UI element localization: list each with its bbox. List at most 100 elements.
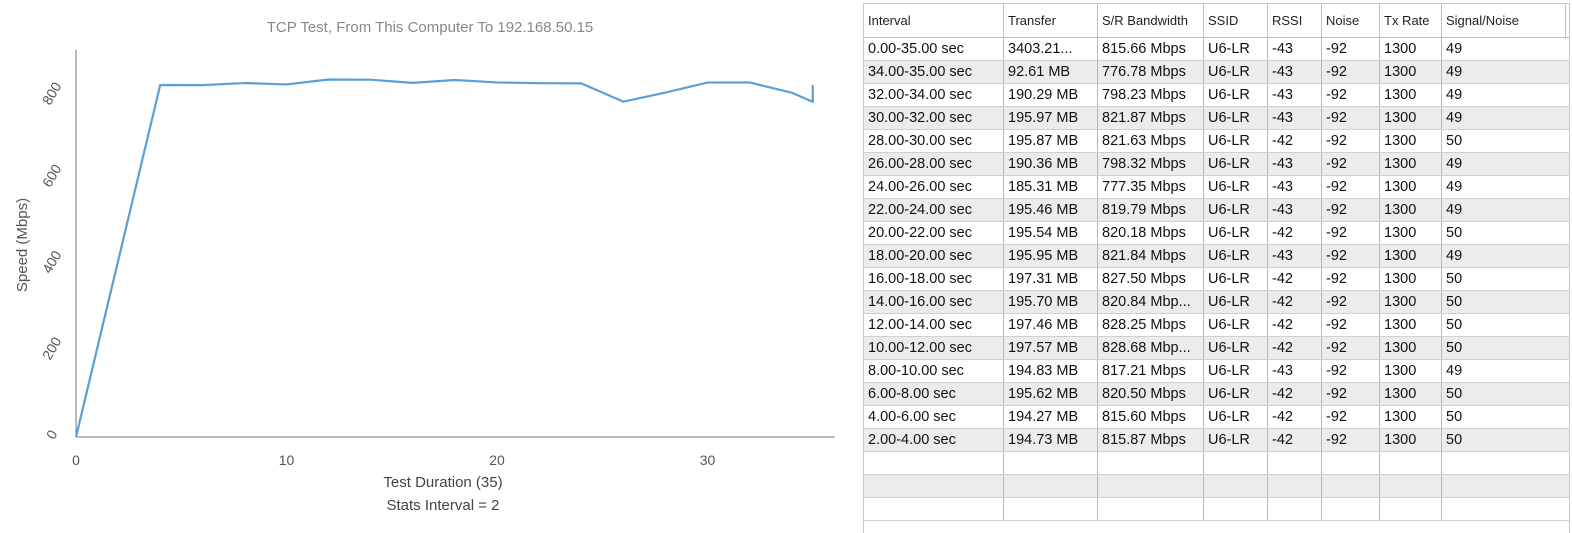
table-row[interactable]: 12.00-14.00 sec 197.46 MB 828.25 Mbps U6-LR… [864, 314, 1569, 337]
table-cell: -92 [1322, 383, 1380, 405]
table-cell: U6-LR [1204, 337, 1268, 359]
table-cell: 50 [1446, 225, 1463, 241]
x-tick-label: 10 [279, 452, 295, 468]
table-cell: 6.00-8.00 sec [864, 383, 1004, 405]
table-cell [1204, 452, 1268, 474]
table-row[interactable]: 4.00-6.00 sec 194.27 MB 815.60 Mbps U6-LR -4… [864, 406, 1569, 429]
column-header[interactable]: S/R Bandwidth [1098, 4, 1204, 37]
table-cell [1322, 498, 1380, 520]
table-cell [1268, 498, 1322, 520]
x-tick-label: 30 [700, 452, 716, 468]
table-cell: U6-LR [1204, 199, 1268, 221]
column-header[interactable]: Noise [1322, 4, 1380, 37]
table-row[interactable]: 14.00-16.00 sec 195.70 MB 820.84 Mbp... U6-… [864, 291, 1569, 314]
table-cell: -92 [1322, 245, 1380, 267]
table-cell: 8.00-10.00 sec [864, 360, 1004, 382]
table-cell: -42 [1268, 130, 1322, 152]
table-cell: 821.87 Mbps [1098, 107, 1204, 129]
table-cell: -92 [1322, 291, 1380, 313]
column-header[interactable]: Signal/Noise [1442, 4, 1566, 37]
table-cell: 828.68 Mbp... [1098, 337, 1204, 359]
table-cell: 16.00-18.00 sec [864, 268, 1004, 290]
table-cell: 1300 [1380, 406, 1442, 428]
table-cell: 50 [1446, 432, 1463, 448]
table-cell: 18.00-20.00 sec [864, 245, 1004, 267]
table-cell [1442, 452, 1566, 474]
table-cell: 815.66 Mbps [1098, 38, 1204, 60]
table-row[interactable]: 24.00-26.00 sec 185.31 MB 777.35 Mbps U6-LR… [864, 176, 1569, 199]
table-cell [1004, 475, 1098, 497]
table-cell: 815.87 Mbps [1098, 429, 1204, 451]
column-header[interactable]: Transfer [1004, 4, 1098, 37]
table-cell: 819.79 Mbps [1098, 199, 1204, 221]
table-cell [1380, 475, 1442, 497]
table-cell: U6-LR [1204, 176, 1268, 198]
table-cell: 1300 [1380, 176, 1442, 198]
table-cell [1380, 452, 1442, 474]
table-cell: 185.31 MB [1004, 176, 1098, 198]
column-header[interactable]: SSID [1204, 4, 1268, 37]
table-row[interactable]: 18.00-20.00 sec 195.95 MB 821.84 Mbps U6-LR… [864, 245, 1569, 268]
table-cell: 2.00-4.00 sec [864, 429, 1004, 451]
table-cell: 50 [1446, 409, 1463, 425]
table-cell: 50 [1446, 386, 1463, 402]
table-cell: U6-LR [1204, 245, 1268, 267]
table-row[interactable]: 2.00-4.00 sec 194.73 MB 815.87 Mbps U6-LR -4… [864, 429, 1569, 452]
table-row[interactable]: 10.00-12.00 sec 197.57 MB 828.68 Mbp... U6-… [864, 337, 1569, 360]
column-header[interactable]: Tx Rate [1380, 4, 1442, 37]
table-row[interactable]: 32.00-34.00 sec 190.29 MB 798.23 Mbps U6-LR… [864, 84, 1569, 107]
table-cell: 1300 [1380, 61, 1442, 83]
table-cell: 12.00-14.00 sec [864, 314, 1004, 336]
table-cell: -92 [1322, 199, 1380, 221]
y-tick-label: 400 [39, 248, 65, 276]
table-cell: -92 [1322, 107, 1380, 129]
empty-row [864, 498, 1569, 521]
table-cell: U6-LR [1204, 291, 1268, 313]
table-cell: 49 [1446, 156, 1463, 172]
table-cell [1268, 452, 1322, 474]
table-row[interactable]: 20.00-22.00 sec 195.54 MB 820.18 Mbps U6-LR… [864, 222, 1569, 245]
table-cell: 1300 [1380, 84, 1442, 106]
table-cell [1098, 498, 1204, 520]
y-tick-label: 200 [39, 334, 65, 362]
column-header[interactable]: RSSI [1268, 4, 1322, 37]
column-header[interactable]: Interval [864, 4, 1004, 37]
table-cell: 194.73 MB [1004, 429, 1098, 451]
table-cell: 49 [1446, 363, 1463, 379]
y-axis-label: Speed (Mbps) [14, 198, 31, 292]
table-header: Interval Transfer S/R Bandwidth SSID RSSI Noi… [864, 4, 1569, 38]
table-cell: 190.36 MB [1004, 153, 1098, 175]
table-cell: 50 [1446, 294, 1463, 310]
table-row[interactable]: 30.00-32.00 sec 195.97 MB 821.87 Mbps U6-LR… [864, 107, 1569, 130]
table-cell: -43 [1268, 107, 1322, 129]
x-axis-label: Test Duration (35) [383, 474, 502, 491]
table-cell: -42 [1268, 406, 1322, 428]
table-row[interactable]: 8.00-10.00 sec 194.83 MB 817.21 Mbps U6-LR -… [864, 360, 1569, 383]
empty-row [864, 452, 1569, 475]
table-cell [1268, 475, 1322, 497]
table-cell: 26.00-28.00 sec [864, 153, 1004, 175]
table-row[interactable]: 6.00-8.00 sec 195.62 MB 820.50 Mbps U6-LR -4… [864, 383, 1569, 406]
table-cell: 195.97 MB [1004, 107, 1098, 129]
x-tick-label: 20 [489, 452, 505, 468]
table-cell [864, 475, 1004, 497]
table-row[interactable]: 28.00-30.00 sec 195.87 MB 821.63 Mbps U6-LR… [864, 130, 1569, 153]
table-row[interactable]: 16.00-18.00 sec 197.31 MB 827.50 Mbps U6-LR… [864, 268, 1569, 291]
table-cell: 1300 [1380, 383, 1442, 405]
table-cell: 195.95 MB [1004, 245, 1098, 267]
table-cell: U6-LR [1204, 84, 1268, 106]
table-cell [1322, 475, 1380, 497]
table-cell: -92 [1322, 314, 1380, 336]
table-cell: 28.00-30.00 sec [864, 130, 1004, 152]
table-cell: 49 [1446, 179, 1463, 195]
table-cell: 195.46 MB [1004, 199, 1098, 221]
table-row[interactable]: 0.00-35.00 sec 3403.21... 815.66 Mbps U6-LR… [864, 38, 1569, 61]
table-cell: -92 [1322, 61, 1380, 83]
table-row[interactable]: 26.00-28.00 sec 190.36 MB 798.32 Mbps U6-LR… [864, 153, 1569, 176]
table-cell: 194.27 MB [1004, 406, 1098, 428]
table-cell: 50 [1446, 271, 1463, 287]
table-row[interactable]: 34.00-35.00 sec 92.61 MB 776.78 Mbps U6-LR -… [864, 61, 1569, 84]
table-cell: 49 [1446, 87, 1463, 103]
table-row[interactable]: 22.00-24.00 sec 195.46 MB 819.79 Mbps U6-LR… [864, 199, 1569, 222]
table-cell: 1300 [1380, 130, 1442, 152]
